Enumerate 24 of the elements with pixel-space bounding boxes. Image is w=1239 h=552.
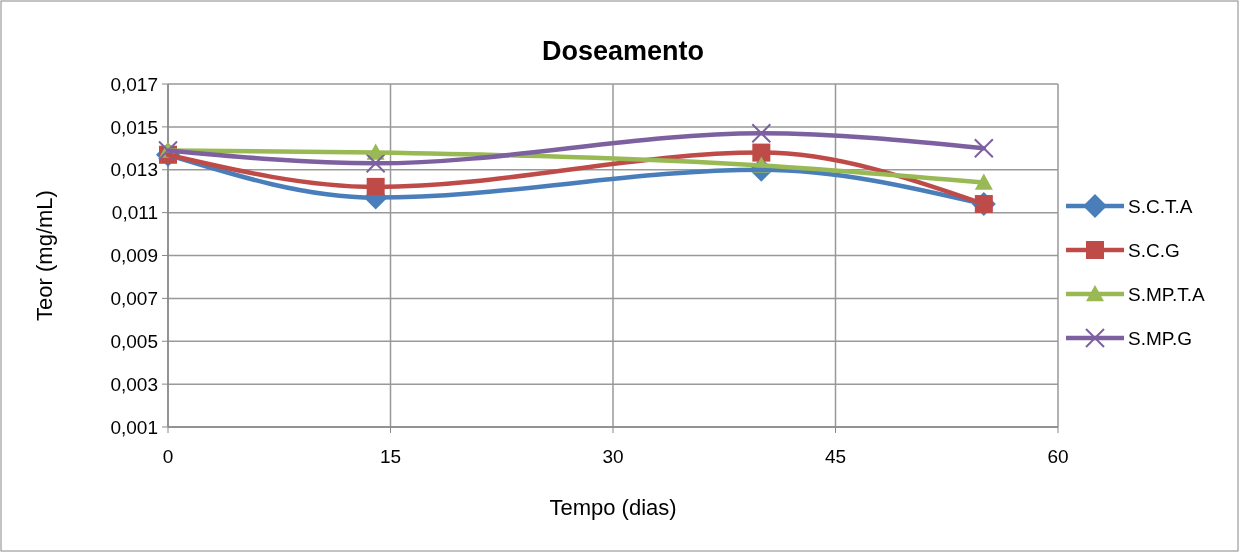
y-tick-label: 0,013 (110, 159, 158, 181)
legend-label: S.C.T.A (1128, 195, 1193, 217)
y-tick-label: 0,017 (110, 73, 158, 95)
point (973, 138, 994, 159)
y-tick-label: 0,005 (110, 330, 158, 352)
legend-label: S.C.G (1128, 239, 1180, 261)
x-tick-label: 0 (162, 446, 174, 467)
y-tick-label: 0,003 (110, 373, 158, 395)
y-tick-label: 0,001 (110, 416, 158, 438)
y-tick-label: 0,011 (111, 202, 158, 224)
y-axis-title: Teor (mg/mL) (32, 190, 57, 321)
point (751, 123, 772, 144)
x-axis-title: Tempo (dias) (549, 495, 677, 520)
y-tick-label: 0,009 (110, 245, 158, 267)
point (365, 153, 386, 174)
y-tick-label: 0,015 (110, 116, 158, 138)
x-tick-label: 30 (602, 446, 624, 467)
x-tick-label: 15 (379, 446, 402, 467)
legend-label: S.MP.G (1128, 327, 1193, 349)
chart-title: Doseamento (541, 36, 705, 66)
y-tick-label: 0,007 (110, 288, 158, 310)
legend-label: S.MP.T.A (1128, 283, 1206, 305)
x-tick-label: 60 (1047, 446, 1069, 467)
x-tick-label: 45 (824, 446, 847, 467)
